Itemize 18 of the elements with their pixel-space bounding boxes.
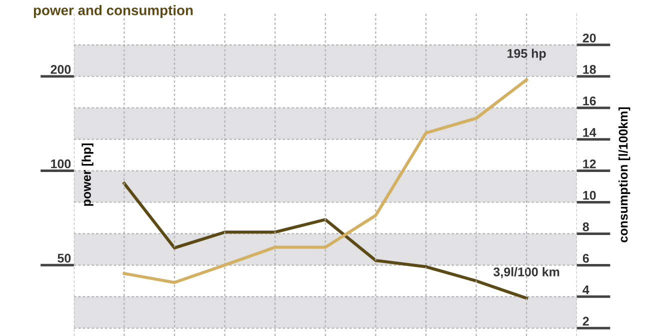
chart-title: power and consumption — [34, 5, 193, 18]
y-tick-label: 50 — [58, 254, 71, 263]
y-tick-label: 200 — [50, 65, 71, 74]
y2-tick-label: 8 — [582, 222, 589, 232]
y2-tick-label: 6 — [582, 254, 589, 263]
y-tick-label: 100 — [51, 159, 71, 168]
y2-axis-title: consumption [l/100km] — [618, 107, 630, 242]
y2-tick-label: 14 — [583, 128, 596, 137]
annotation: 195 hp — [508, 48, 546, 60]
y2-tick-label: 12 — [583, 159, 596, 168]
y2-tick-label: 4 — [582, 285, 590, 294]
annotation: 3,9l/100 km — [493, 267, 560, 278]
y2-tick-label: 10 — [583, 190, 596, 200]
y-axis-title: power [hp] — [82, 143, 94, 206]
y2-tick-label: 2 — [582, 316, 589, 326]
y2-tick-label: 20 — [582, 34, 596, 42]
y2-tick-label: 16 — [583, 96, 596, 106]
y2-tick-label: 18 — [583, 65, 596, 74]
